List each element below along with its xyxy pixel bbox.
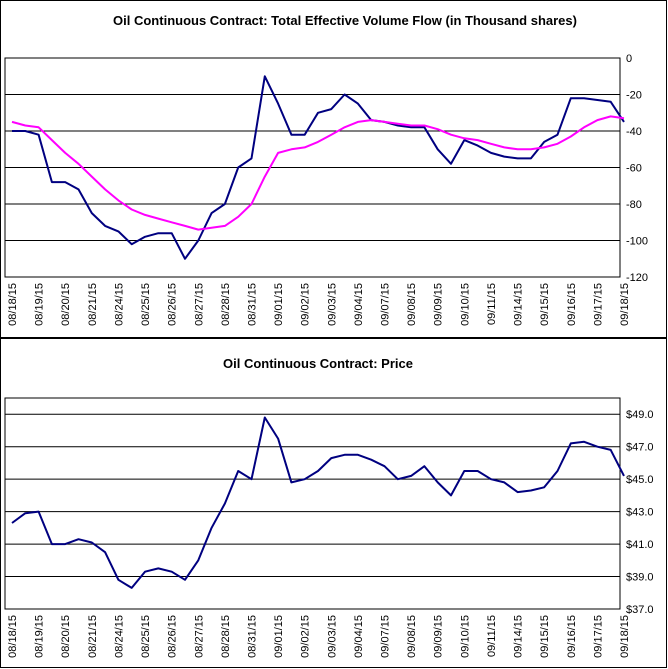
x-tick-label: 09/08/15 bbox=[406, 615, 418, 658]
y-tick-label: $39.0 bbox=[626, 572, 654, 584]
plot-area bbox=[4, 397, 621, 610]
x-tick-label: 08/21/15 bbox=[87, 283, 99, 326]
x-tick-label: 09/01/15 bbox=[273, 615, 285, 658]
x-tick-label: 09/07/15 bbox=[380, 283, 392, 326]
y-tick-label: -60 bbox=[626, 163, 642, 175]
x-tick-label: 08/28/15 bbox=[220, 283, 232, 326]
x-tick-label: 08/21/15 bbox=[87, 615, 99, 658]
x-tick-label: 08/26/15 bbox=[167, 283, 179, 326]
x-tick-label: 09/09/15 bbox=[433, 283, 445, 326]
y-tick-label: -80 bbox=[626, 199, 642, 211]
y-tick-label: -120 bbox=[626, 272, 648, 284]
x-tick-label: 09/04/15 bbox=[353, 283, 365, 326]
series-line bbox=[11, 115, 625, 231]
x-tick-label: 09/03/15 bbox=[326, 283, 338, 326]
x-tick-label: 08/18/15 bbox=[7, 615, 19, 658]
x-tick-label: 08/28/15 bbox=[220, 615, 232, 658]
chart-title: Oil Continuous Contract: Total Effective… bbox=[113, 13, 577, 28]
y-tick-label: $47.0 bbox=[626, 442, 654, 454]
y-tick-label: -100 bbox=[626, 236, 648, 248]
y-tick-label: $43.0 bbox=[626, 507, 654, 519]
y-tick-label: $41.0 bbox=[626, 539, 654, 551]
x-tick-label: 08/18/15 bbox=[7, 283, 19, 326]
x-tick-label: 08/25/15 bbox=[140, 283, 152, 326]
y-tick-label: -40 bbox=[626, 126, 642, 138]
x-tick-label: 09/11/15 bbox=[486, 283, 498, 325]
y-tick-label: 0 bbox=[626, 53, 632, 65]
y-tick-label: $37.0 bbox=[626, 604, 654, 616]
x-tick-label: 09/14/15 bbox=[513, 615, 525, 658]
x-tick-label: 09/17/15 bbox=[592, 615, 604, 658]
x-tick-label: 09/17/15 bbox=[592, 283, 604, 326]
x-tick-label: 09/01/15 bbox=[273, 283, 285, 326]
x-tick-label: 09/07/15 bbox=[380, 615, 392, 658]
x-tick-label: 08/20/15 bbox=[60, 283, 72, 326]
x-tick-label: 08/31/15 bbox=[246, 615, 258, 658]
y-tick-label: $45.0 bbox=[626, 474, 654, 486]
x-tick-label: 09/04/15 bbox=[353, 615, 365, 658]
x-tick-label: 09/11/15 bbox=[486, 615, 498, 657]
x-tick-label: 09/16/15 bbox=[566, 283, 578, 326]
x-tick-label: 08/27/15 bbox=[193, 615, 205, 658]
x-tick-label: 09/18/15 bbox=[619, 615, 631, 658]
x-tick-label: 09/18/15 bbox=[619, 283, 631, 326]
x-tick-label: 08/25/15 bbox=[140, 615, 152, 658]
x-tick-label: 08/31/15 bbox=[246, 283, 258, 326]
x-tick-label: 09/10/15 bbox=[459, 283, 471, 326]
x-tick-label: 09/02/15 bbox=[300, 615, 312, 658]
x-tick-label: 09/08/15 bbox=[406, 283, 418, 326]
x-tick-label: 08/19/15 bbox=[34, 283, 46, 326]
x-tick-label: 09/10/15 bbox=[459, 615, 471, 658]
y-tick-label: -20 bbox=[626, 90, 642, 102]
x-tick-label: 09/09/15 bbox=[433, 615, 445, 658]
x-tick-label: 08/24/15 bbox=[113, 283, 125, 326]
x-tick-label: 08/20/15 bbox=[60, 615, 72, 658]
x-tick-label: 08/24/15 bbox=[113, 615, 125, 658]
series-line bbox=[11, 416, 625, 589]
x-tick-label: 09/15/15 bbox=[539, 615, 551, 658]
x-tick-label: 09/14/15 bbox=[513, 283, 525, 326]
series-line bbox=[12, 75, 625, 260]
x-tick-label: 09/02/15 bbox=[300, 283, 312, 326]
x-tick-label: 09/16/15 bbox=[566, 615, 578, 658]
x-tick-label: 08/26/15 bbox=[167, 615, 179, 658]
x-tick-label: 09/03/15 bbox=[326, 615, 338, 658]
chart-title: Oil Continuous Contract: Price bbox=[223, 356, 413, 371]
x-tick-label: 09/15/15 bbox=[539, 283, 551, 326]
x-tick-label: 08/19/15 bbox=[34, 615, 46, 658]
y-tick-label: $49.0 bbox=[626, 409, 654, 421]
x-tick-label: 08/27/15 bbox=[193, 283, 205, 326]
